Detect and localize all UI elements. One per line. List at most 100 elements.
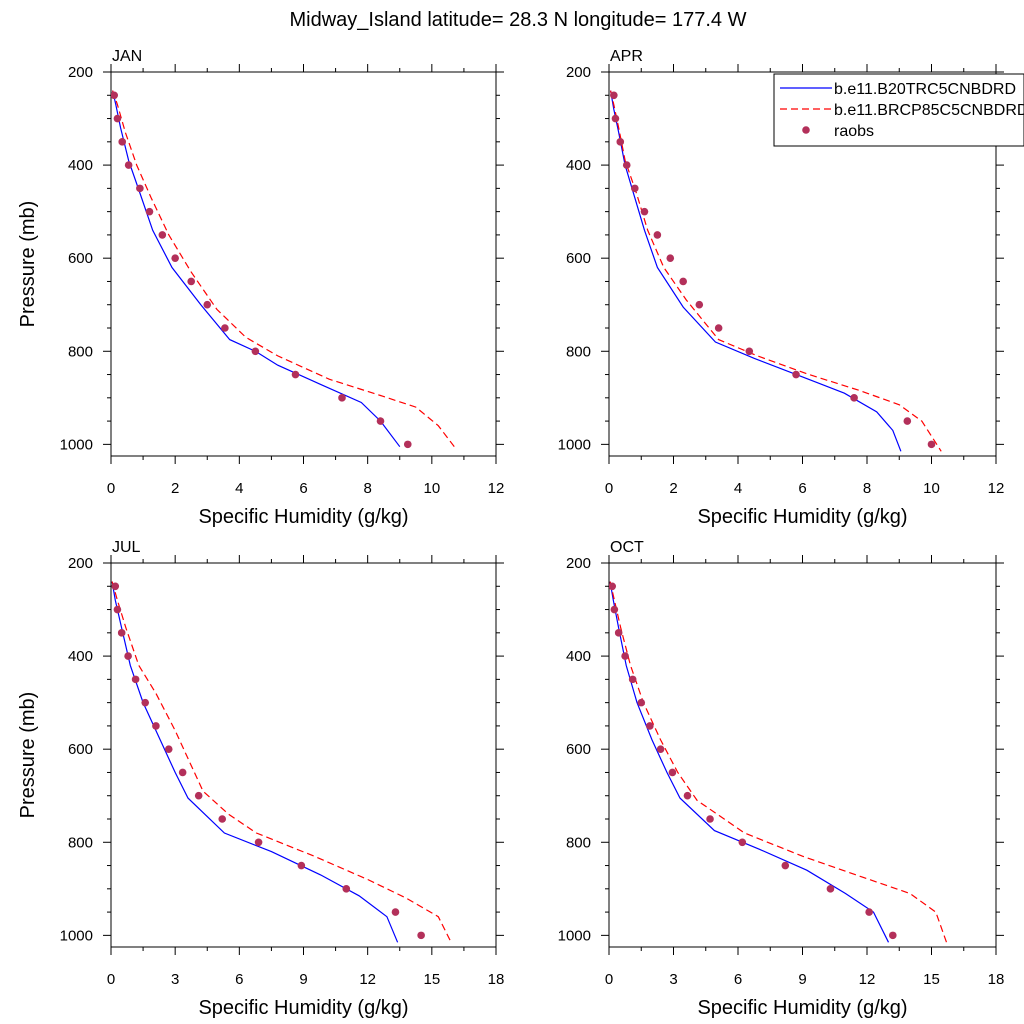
- raobs-point: [152, 722, 160, 730]
- x-axis-title: Specific Humidity (g/kg): [198, 506, 408, 528]
- raobs-point: [218, 815, 227, 823]
- y-tick-label: 400: [566, 648, 591, 665]
- raobs-point: [141, 698, 150, 707]
- raobs-point: [291, 370, 300, 379]
- raobs-point: [221, 324, 229, 332]
- raobs-point: [610, 605, 619, 614]
- raobs-point: [111, 582, 120, 591]
- raobs-point: [117, 629, 126, 637]
- y-tick-label: 200: [68, 64, 93, 81]
- raobs-point: [621, 652, 629, 660]
- raobs-point: [403, 440, 412, 449]
- raobs-point: [145, 207, 154, 216]
- raobs-point: [158, 231, 167, 239]
- y-tick-label: 800: [68, 834, 93, 851]
- raobs-point: [178, 768, 187, 777]
- raobs-point: [706, 815, 714, 823]
- raobs-point: [781, 861, 790, 870]
- plot-area: [111, 90, 455, 449]
- raobs-point: [417, 931, 425, 940]
- raobs-point: [251, 347, 260, 356]
- series-line-rcp85: [609, 581, 948, 943]
- raobs-point: [164, 745, 173, 753]
- raobs-point: [927, 440, 936, 449]
- y-tick-label: 1000: [558, 436, 591, 453]
- raobs-point: [171, 254, 179, 262]
- y-tick-label: 200: [566, 64, 591, 81]
- raobs-point: [903, 417, 912, 425]
- legend-entry-label: b.e11.BRCP85C5CNBDRD: [834, 102, 1024, 119]
- figure-title: Midway_Island latitude= 28.3 N longitude…: [290, 9, 747, 31]
- y-tick-label: 200: [566, 555, 591, 572]
- raobs-point: [118, 138, 127, 146]
- raobs-point: [113, 605, 122, 614]
- x-tick-label: 2: [171, 480, 179, 497]
- y-tick-label: 800: [68, 343, 93, 360]
- x-tick-label: 0: [107, 480, 115, 497]
- x-tick-label: 6: [299, 480, 307, 497]
- x-tick-label: 4: [734, 480, 742, 497]
- x-tick-label: 12: [859, 971, 876, 988]
- raobs-point: [111, 91, 119, 100]
- raobs-point: [376, 417, 385, 425]
- raobs-point: [342, 885, 351, 893]
- x-tick-label: 18: [988, 971, 1005, 988]
- raobs-point: [889, 931, 897, 940]
- raobs-point: [695, 300, 704, 309]
- raobs-point: [338, 394, 346, 402]
- raobs-point: [614, 629, 623, 637]
- raobs-point: [826, 885, 835, 893]
- y-tick-label: 600: [68, 250, 93, 267]
- panel-label: JAN: [112, 48, 142, 65]
- x-tick-label: 2: [669, 480, 677, 497]
- raobs-point: [656, 745, 665, 753]
- raobs-point: [297, 861, 306, 870]
- x-tick-label: 0: [605, 480, 613, 497]
- raobs-point: [616, 138, 625, 146]
- x-tick-label: 12: [988, 480, 1005, 497]
- y-tick-label: 400: [68, 157, 93, 174]
- y-tick-label: 600: [68, 741, 93, 758]
- x-tick-label: 6: [734, 971, 742, 988]
- x-tick-label: 10: [923, 480, 940, 497]
- raobs-point: [131, 675, 140, 684]
- panel-oct: 0 3 6 9 12 15 18 200 400 600 800 1000 Specific Humid…: [558, 539, 1005, 1019]
- y-axis-title: Pressure (mb): [17, 692, 39, 819]
- y-tick-label: 400: [68, 648, 93, 665]
- x-tick-label: 0: [107, 971, 115, 988]
- raobs-point: [194, 791, 203, 800]
- x-tick-label: 15: [423, 971, 440, 988]
- raobs-point: [666, 254, 675, 262]
- raobs-point: [136, 184, 144, 193]
- raobs-point: [850, 394, 858, 402]
- legend-entry-label: raobs: [834, 123, 874, 140]
- raobs-point: [628, 675, 637, 684]
- x-tick-label: 3: [669, 971, 677, 988]
- y-tick-label: 400: [566, 157, 591, 174]
- y-tick-label: 200: [68, 555, 93, 572]
- panel-apr: 0 2 4 6 8 10 12 200 400 600 800 1000 Specific Humidi…: [558, 48, 1005, 528]
- y-tick-label: 800: [566, 834, 591, 851]
- legend-box: [773, 73, 1024, 147]
- x-tick-label: 18: [488, 971, 505, 988]
- x-tick-label: 9: [798, 971, 806, 988]
- x-tick-label: 9: [299, 971, 307, 988]
- panel-label: OCT: [610, 539, 644, 556]
- y-tick-label: 800: [566, 343, 591, 360]
- series-line-rcp85: [112, 90, 455, 448]
- x-tick-label: 8: [863, 480, 871, 497]
- legend: b.e11.B20TRC5CNBDRD b.e11.BRCP85C5CNBDRD r…: [773, 73, 1024, 147]
- raobs-point: [646, 722, 654, 730]
- raobs-point: [609, 582, 617, 591]
- raobs-point: [640, 207, 649, 216]
- raobs-point: [203, 300, 212, 309]
- x-axis-title: Specific Humidity (g/kg): [198, 997, 408, 1019]
- raobs-point: [610, 91, 618, 100]
- raobs-point: [714, 324, 723, 332]
- x-tick-label: 15: [923, 971, 940, 988]
- y-axis-title: Pressure (mb): [17, 201, 39, 328]
- raobs-point: [611, 114, 620, 123]
- raobs-point: [631, 184, 639, 193]
